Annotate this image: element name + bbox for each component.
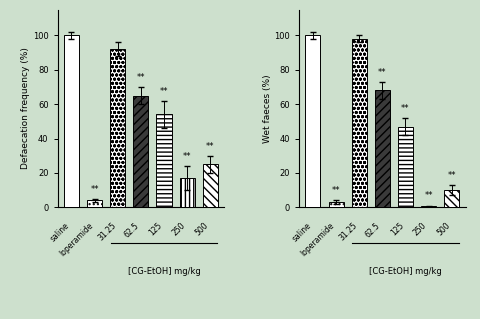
Text: 31.25: 31.25 [337,221,359,243]
Bar [328,202,344,207]
Text: **: ** [160,86,168,96]
Text: **: ** [90,185,99,194]
Text: [CG-EtOH] mg/kg: [CG-EtOH] mg/kg [369,267,442,276]
Bar [352,39,367,207]
Text: loperamide: loperamide [58,221,95,258]
Y-axis label: Defaecation frequency (%): Defaecation frequency (%) [21,48,30,169]
Bar [110,49,125,207]
Bar [156,115,171,207]
Text: **: ** [183,152,192,161]
Bar [305,35,321,207]
Text: 500: 500 [435,221,452,238]
Text: 250: 250 [170,221,187,238]
Text: **: ** [378,68,386,77]
Bar [133,96,148,207]
Text: 62.5: 62.5 [364,221,383,239]
Bar [203,164,218,207]
Text: **: ** [424,191,433,200]
Text: 62.5: 62.5 [122,221,141,239]
Text: **: ** [332,186,340,195]
Text: 31.25: 31.25 [96,221,118,243]
Bar [444,190,459,207]
Text: 125: 125 [389,221,406,238]
Text: 500: 500 [193,221,210,238]
Bar [64,35,79,207]
Text: 250: 250 [412,221,429,238]
Text: **: ** [401,104,410,113]
Text: **: ** [137,73,145,82]
Text: 125: 125 [147,221,164,238]
Bar [375,90,390,207]
Text: saline: saline [49,221,72,244]
Bar [87,200,102,207]
Text: **: ** [206,142,215,151]
Text: loperamide: loperamide [299,221,336,258]
Text: **: ** [447,171,456,180]
Y-axis label: Wet faeces (%): Wet faeces (%) [263,74,272,143]
Bar [180,178,195,207]
Bar [421,206,436,207]
Text: saline: saline [290,221,313,244]
Text: [CG-EtOH] mg/kg: [CG-EtOH] mg/kg [128,267,200,276]
Bar [398,127,413,207]
